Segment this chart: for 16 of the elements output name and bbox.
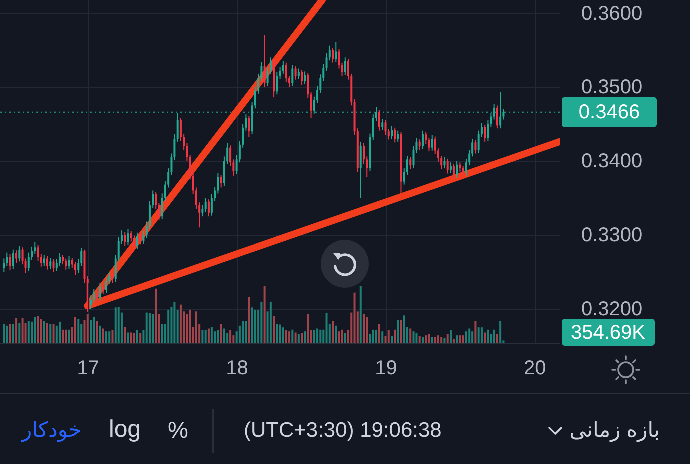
x-tick-label: 18: [226, 358, 248, 380]
text: log: [109, 416, 142, 443]
y-tick-label: 0.3600: [582, 2, 643, 25]
x-tick-label: 19: [375, 358, 398, 380]
text: 354.69K: [562, 319, 655, 346]
text: (UTC+3:30) 19:06:38: [244, 418, 442, 442]
y-tick-label: 0.3200: [582, 298, 643, 320]
y-tick-label: 0.3500: [582, 76, 643, 99]
x-tick-label: 20: [524, 358, 546, 380]
text: خودکار: [22, 418, 82, 442]
text: بازه زمانی: [570, 418, 660, 442]
y-tick-label: 0.3400: [582, 150, 643, 173]
x-tick-label: 17: [77, 358, 100, 380]
ref-line-label: 0.3466: [578, 101, 640, 124]
y-tick-label: 0.3300: [582, 224, 643, 247]
text: %: [168, 416, 188, 442]
